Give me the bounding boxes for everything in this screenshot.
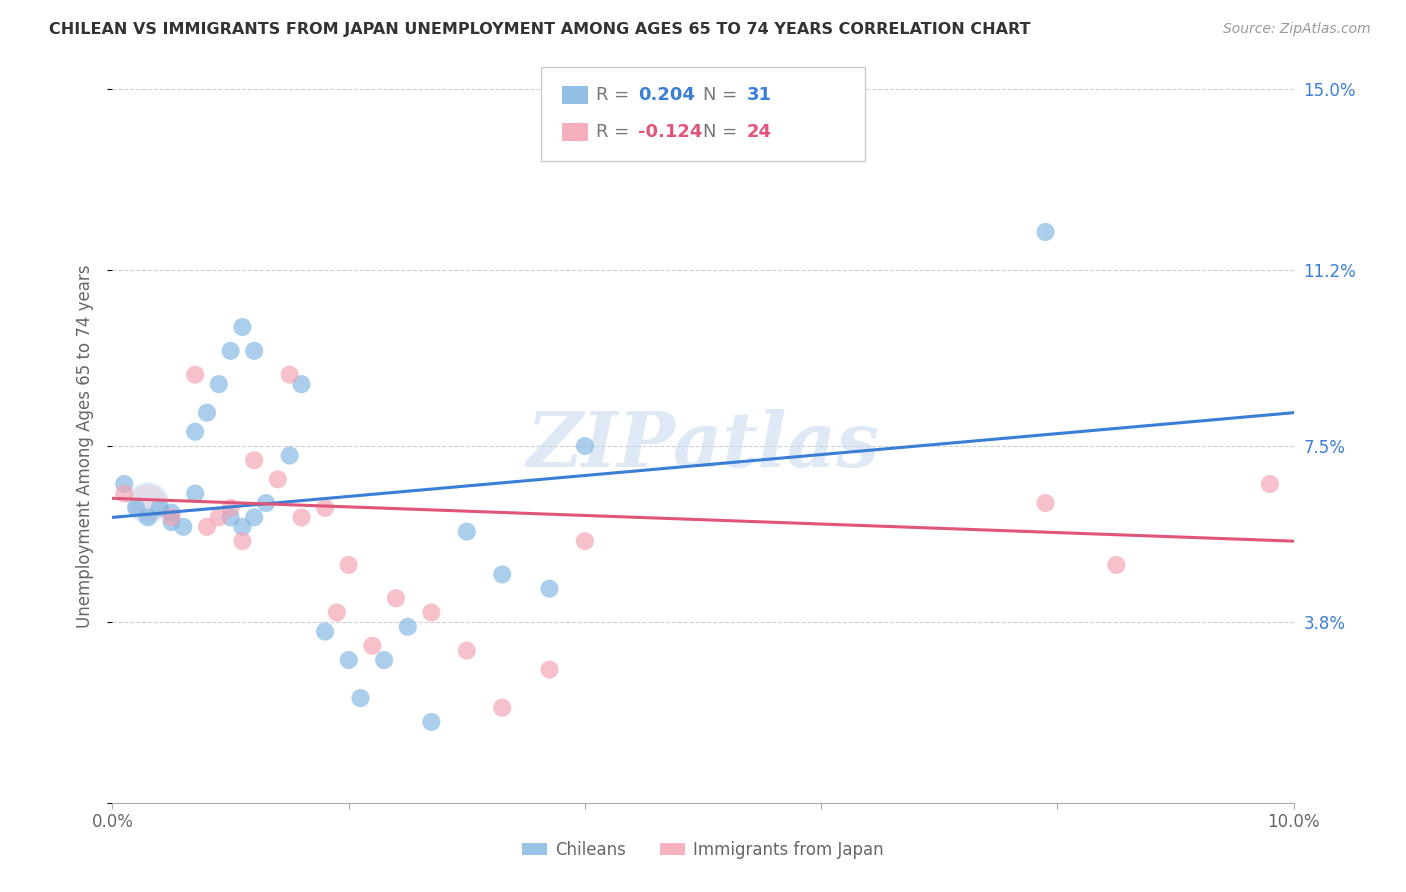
Text: N =: N = (703, 123, 742, 141)
Text: R =: R = (596, 123, 636, 141)
Point (160, 506, 183, 520)
Point (195, 406, 218, 420)
Point (243, 510, 266, 524)
Point (420, 714, 443, 729)
Legend: Chileans, Immigrants from Japan: Chileans, Immigrants from Japan (516, 835, 890, 866)
Point (243, 343, 266, 358)
Point (1105, 558, 1128, 572)
Point (160, 510, 183, 524)
Point (160, 515, 183, 529)
Point (208, 377, 231, 392)
Point (290, 377, 312, 392)
Point (1035, 225, 1057, 239)
Text: N =: N = (703, 87, 742, 104)
Point (267, 472, 290, 486)
Point (149, 500, 172, 515)
Point (574, 534, 596, 549)
Point (337, 653, 360, 667)
Point (112, 477, 135, 491)
Point (456, 524, 478, 539)
Text: 24: 24 (747, 123, 772, 141)
Point (538, 582, 561, 596)
Text: CHILEAN VS IMMIGRANTS FROM JAPAN UNEMPLOYMENT AMONG AGES 65 TO 74 YEARS CORRELAT: CHILEAN VS IMMIGRANTS FROM JAPAN UNEMPLO… (49, 22, 1031, 37)
Point (112, 486, 135, 500)
Point (184, 425, 207, 439)
Point (396, 620, 419, 634)
Point (231, 534, 253, 549)
Point (278, 449, 301, 463)
Point (373, 653, 395, 667)
Point (231, 520, 253, 534)
Point (208, 510, 231, 524)
Point (184, 486, 207, 500)
Point (349, 691, 371, 706)
Point (278, 368, 301, 382)
Point (172, 520, 194, 534)
Point (184, 368, 207, 382)
Point (491, 700, 513, 714)
Point (290, 510, 312, 524)
Point (491, 567, 513, 582)
Point (231, 320, 253, 334)
Point (219, 343, 242, 358)
Point (136, 496, 159, 510)
Y-axis label: Unemployment Among Ages 65 to 74 years: Unemployment Among Ages 65 to 74 years (76, 264, 94, 628)
Point (195, 520, 218, 534)
Point (314, 624, 336, 639)
Text: 31: 31 (747, 87, 772, 104)
Text: 0.204: 0.204 (638, 87, 695, 104)
Text: -0.124: -0.124 (638, 123, 703, 141)
Text: ZIPatlas: ZIPatlas (526, 409, 880, 483)
Point (125, 500, 148, 515)
Point (254, 496, 277, 510)
Point (314, 500, 336, 515)
Text: R =: R = (596, 87, 636, 104)
Point (326, 606, 349, 620)
Point (385, 591, 408, 606)
Text: Source: ZipAtlas.com: Source: ZipAtlas.com (1223, 22, 1371, 37)
Point (1035, 496, 1057, 510)
Point (136, 510, 159, 524)
Point (538, 663, 561, 677)
Point (574, 439, 596, 453)
Point (219, 500, 242, 515)
Point (420, 606, 443, 620)
Point (219, 510, 242, 524)
Point (361, 639, 384, 653)
Point (456, 643, 478, 657)
Point (243, 453, 266, 467)
Point (136, 496, 159, 510)
Point (337, 558, 360, 572)
Point (1258, 477, 1281, 491)
